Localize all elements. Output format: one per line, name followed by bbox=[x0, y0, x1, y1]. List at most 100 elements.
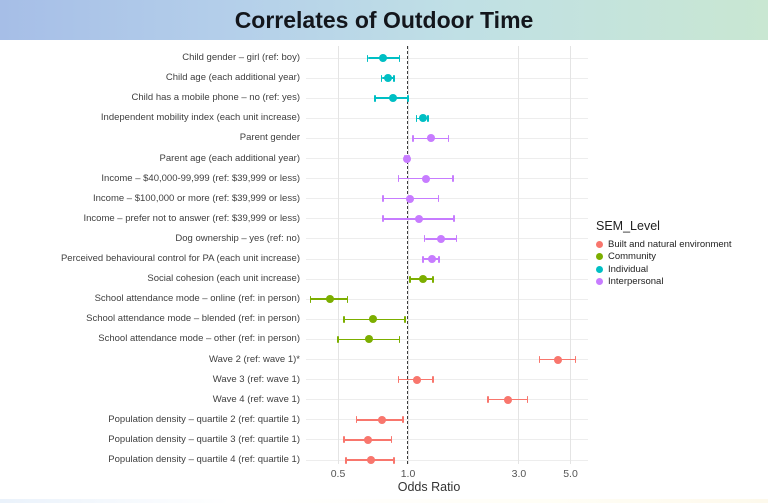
gridline-vertical bbox=[518, 46, 520, 464]
legend-color-dot bbox=[596, 278, 603, 286]
y-axis-label: Perceived behavioural control for PA (ea… bbox=[60, 253, 300, 264]
legend-item: Built and natural environment bbox=[596, 238, 768, 251]
error-bar-cap-high bbox=[452, 175, 454, 183]
data-point bbox=[363, 435, 372, 444]
y-axis-label: Wave 4 (ref: wave 1) bbox=[212, 393, 300, 405]
data-point bbox=[418, 275, 427, 284]
gridline-horizontal bbox=[306, 419, 588, 421]
y-axis-label: Income – prefer not to answer (ref: $39,… bbox=[83, 212, 301, 224]
gridline-horizontal bbox=[306, 439, 588, 441]
data-point bbox=[427, 134, 436, 143]
legend-color-dot bbox=[596, 253, 603, 261]
legend-item: Individual bbox=[596, 263, 768, 276]
y-axis-label: Population density – quartile 3 (ref: qu… bbox=[108, 433, 300, 445]
x-tick-label: 0.5 bbox=[330, 468, 346, 480]
error-bar-cap-low bbox=[366, 54, 369, 62]
legend-items: Built and natural environment Community In… bbox=[596, 238, 768, 288]
error-bar-cap-low bbox=[382, 195, 384, 203]
error-bar-cap-low bbox=[343, 315, 345, 323]
legend-item: Community bbox=[596, 251, 768, 264]
gridline-horizontal bbox=[306, 318, 588, 320]
y-axis-label: School attendance mode – online (ref: in… bbox=[94, 293, 300, 305]
x-tick-label: 1.0 bbox=[400, 468, 416, 480]
error-bar-cap-low bbox=[538, 356, 541, 363]
gridline-horizontal bbox=[306, 258, 588, 260]
error-bar-cap-high bbox=[346, 295, 349, 303]
gridline-horizontal bbox=[306, 399, 588, 401]
error-bar-cap-low bbox=[415, 114, 418, 122]
y-axis-label: Dog ownership – yes (ref: no) bbox=[175, 232, 300, 244]
reference-line bbox=[407, 46, 409, 464]
gridline-horizontal bbox=[306, 117, 588, 119]
y-axis-label: Population density – quartile 4 (ref: qu… bbox=[108, 454, 300, 465]
error-bar-cap-low bbox=[412, 134, 414, 142]
data-point bbox=[418, 114, 427, 123]
legend-label: Community bbox=[608, 251, 657, 263]
y-axis-label: Wave 3 (ref: wave 1) bbox=[212, 373, 300, 385]
error-bar-cap-low bbox=[380, 74, 383, 82]
error-bar-cap-high bbox=[447, 134, 450, 142]
data-point bbox=[366, 456, 375, 464]
error-bar-cap-high bbox=[404, 315, 406, 323]
error-bar-cap-low bbox=[487, 396, 489, 404]
gridline-horizontal bbox=[306, 97, 588, 99]
chart-title: Correlates of Outdoor Time bbox=[234, 6, 534, 33]
error-bar-cap-high bbox=[438, 255, 440, 263]
gridline-horizontal bbox=[306, 338, 588, 340]
y-axis-label: Wave 2 (ref: wave 1)* bbox=[209, 353, 300, 365]
error-bar-cap-high bbox=[398, 54, 401, 62]
error-bar-cap-high bbox=[453, 215, 455, 223]
y-axis-label: Parent gender bbox=[239, 132, 300, 144]
legend-label: Interpersonal bbox=[608, 276, 664, 288]
error-bar-cap-low bbox=[382, 215, 384, 223]
data-point bbox=[402, 154, 411, 163]
error-bar-cap-low bbox=[397, 376, 400, 384]
data-point bbox=[421, 174, 430, 183]
gridline-horizontal bbox=[306, 278, 588, 280]
data-point bbox=[504, 395, 513, 404]
legend-label: Built and natural environment bbox=[608, 238, 732, 250]
bottom-gradient-strip bbox=[0, 499, 768, 503]
y-axis-label: Social cohesion (each unit increase) bbox=[147, 273, 300, 285]
error-bar-cap-low bbox=[422, 255, 424, 263]
error-bar-cap-low bbox=[309, 295, 312, 303]
y-axis-label: Child gender – girl (ref: boy) bbox=[182, 52, 300, 63]
data-point bbox=[383, 74, 392, 83]
gridline-vertical bbox=[570, 46, 571, 464]
data-point bbox=[405, 194, 414, 203]
error-bar-cap-high bbox=[526, 396, 529, 404]
y-axis-label: Income – $40,000-99,999 (ref: $39,999 or… bbox=[101, 172, 300, 184]
x-tick-label: 5.0 bbox=[563, 468, 578, 480]
data-point bbox=[377, 415, 386, 424]
gridline-vertical bbox=[337, 46, 339, 464]
error-bar-cap-high bbox=[432, 275, 434, 283]
gridline-horizontal bbox=[306, 198, 588, 200]
error-bar-cap-high bbox=[393, 74, 395, 82]
x-axis-title: Odds Ratio bbox=[397, 480, 461, 494]
y-axis-label: Child has a mobile phone – no (ref: yes) bbox=[131, 92, 300, 104]
data-point bbox=[369, 315, 378, 324]
y-axis-label: School attendance mode – blended (ref: i… bbox=[86, 313, 300, 325]
data-point bbox=[415, 214, 424, 223]
gridline-horizontal bbox=[306, 459, 588, 461]
y-axis-label: School attendance mode – other (ref: in … bbox=[98, 333, 300, 345]
error-bar-cap-low bbox=[423, 235, 426, 243]
data-point bbox=[325, 295, 334, 304]
error-bar-cap-low bbox=[397, 175, 400, 183]
data-point bbox=[388, 94, 397, 103]
title-banner: Correlates of Outdoor Time bbox=[0, 0, 768, 40]
error-bar-cap-high bbox=[390, 436, 393, 444]
error-bar-cap-high bbox=[455, 235, 458, 243]
x-tick-label: 3.0 bbox=[511, 468, 527, 480]
error-bar-cap-high bbox=[574, 356, 577, 363]
data-point bbox=[437, 234, 446, 243]
data-point bbox=[428, 255, 437, 263]
y-axis-label: Independent mobility index (each unit in… bbox=[100, 112, 300, 124]
error-bar-cap-low bbox=[345, 456, 347, 464]
data-point bbox=[412, 375, 421, 384]
legend: SEM_Level Built and natural environment C… bbox=[596, 219, 768, 288]
data-point bbox=[365, 335, 374, 344]
gridline-horizontal bbox=[306, 77, 588, 79]
data-point bbox=[554, 355, 563, 364]
